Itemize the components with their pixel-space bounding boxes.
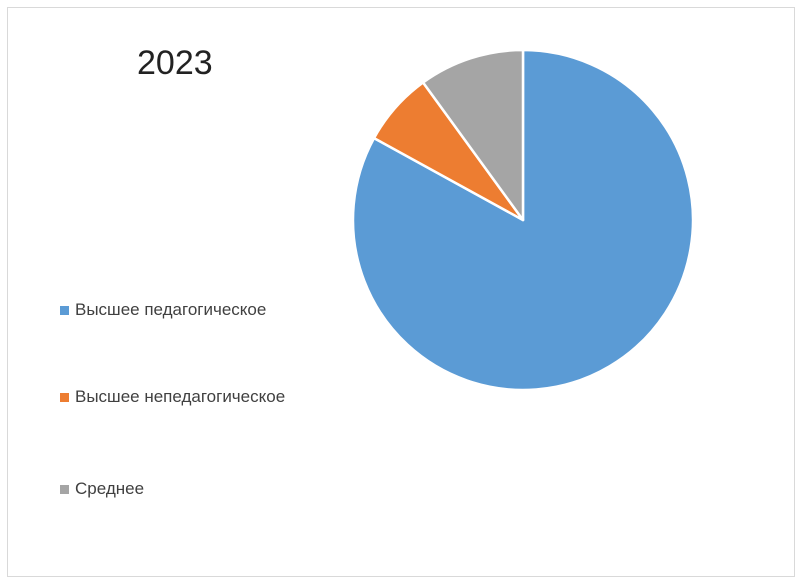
legend-label: Среднее (75, 479, 145, 498)
legend-swatch (60, 484, 69, 494)
legend-swatch (60, 392, 69, 402)
chart-title: 2023 (137, 44, 213, 82)
legend-label: Высшее педагогическое (75, 300, 267, 319)
legend-swatch (60, 305, 69, 315)
legend-item: Высшее педагогическое (60, 300, 266, 320)
legend-item: Среднее (60, 479, 144, 499)
pie-slice (421, 48, 525, 222)
legend-item: Высшее непедагогическое (60, 387, 285, 407)
pie-slice (351, 48, 695, 392)
legend-label: Высшее непедагогическое (75, 387, 286, 406)
